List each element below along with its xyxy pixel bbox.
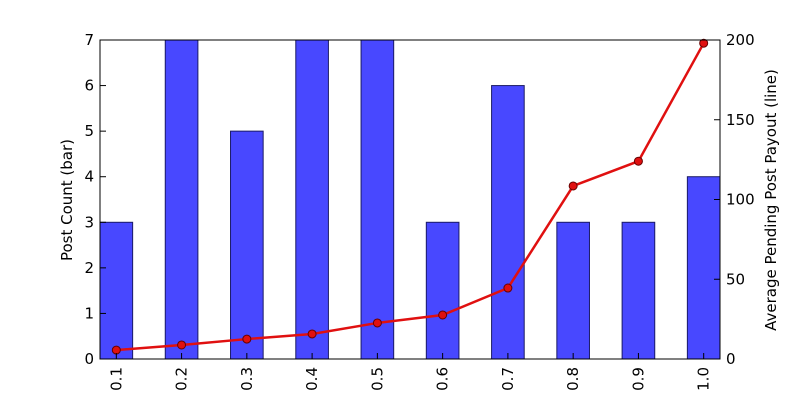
point [111, 345, 121, 355]
x-tick-label: 0.2 [173, 367, 191, 391]
x-tick-label: 0.4 [303, 367, 321, 391]
y2-tick-label: 100 [726, 191, 755, 209]
y2-tick-label: 200 [726, 31, 755, 49]
point [242, 334, 252, 344]
y-tick-label: 2 [84, 259, 94, 277]
y-tick-label: 3 [84, 213, 94, 231]
bar [360, 40, 395, 359]
x-tick-label: 0.3 [238, 367, 256, 391]
y-tick-label: 0 [84, 350, 94, 368]
bar [621, 221, 656, 359]
point [699, 38, 709, 48]
x-tick-label: 0.7 [499, 367, 517, 391]
point [307, 329, 317, 339]
point [503, 283, 513, 293]
bar [491, 85, 525, 359]
point [568, 181, 578, 191]
bar [425, 221, 460, 359]
point [633, 156, 643, 166]
bar [230, 130, 264, 359]
y2-axis-label: Average Pending Post Payout (line) [762, 69, 780, 331]
x-tick-label: 1.0 [695, 367, 713, 391]
y-tick-label: 7 [84, 31, 94, 49]
point [372, 318, 382, 328]
point [438, 310, 448, 320]
point [177, 340, 187, 350]
bar [556, 221, 590, 359]
bar [686, 176, 720, 359]
y2-tick-label: 0 [726, 350, 736, 368]
x-tick-label: 0.1 [107, 367, 125, 391]
x-tick-label: 0.9 [629, 367, 647, 391]
y2-tick-label: 150 [726, 111, 755, 129]
y-axis-label: Post Count (bar) [58, 139, 76, 261]
x-tick-label: 0.5 [368, 367, 386, 391]
line [116, 42, 705, 352]
bar [295, 40, 329, 359]
bar [100, 221, 134, 359]
y-tick-label: 1 [84, 304, 94, 322]
bar [164, 40, 199, 359]
y-tick-label: 6 [84, 77, 94, 95]
x-tick-label: 0.8 [564, 367, 582, 391]
x-tick-label: 0.6 [434, 367, 452, 391]
y2-tick-label: 50 [726, 270, 745, 288]
y-tick-label: 4 [84, 168, 94, 186]
y-tick-label: 5 [84, 122, 94, 140]
